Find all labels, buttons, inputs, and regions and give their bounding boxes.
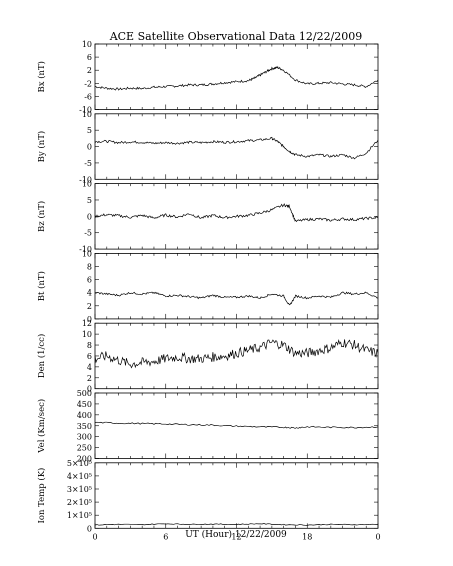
y-tick-label: -10 bbox=[79, 175, 92, 184]
panel-frame bbox=[94, 462, 379, 529]
y-tick-label: 0 bbox=[87, 524, 92, 533]
y-axis-label: Vel (Km/sec) bbox=[36, 399, 47, 454]
series-line bbox=[94, 291, 379, 306]
y-tick-label: 12 bbox=[82, 319, 92, 328]
y-tick-label: 1×10⁵ bbox=[67, 511, 92, 520]
x-axis-label: UT (Hour) 12/22/2009 bbox=[185, 529, 287, 540]
y-tick-label: -2 bbox=[84, 79, 92, 88]
x-tick-label: 12 bbox=[231, 532, 241, 541]
y-tick-label: -10 bbox=[79, 106, 92, 115]
y-tick-label: 0 bbox=[87, 143, 92, 152]
panel-frame bbox=[94, 43, 379, 110]
y-tick-label: 6 bbox=[87, 53, 92, 62]
y-tick-label: 0 bbox=[87, 315, 92, 324]
y-tick-label: 450 bbox=[77, 400, 92, 409]
y-tick-label: 4 bbox=[87, 289, 92, 298]
x-tick-label: 18 bbox=[302, 532, 312, 541]
y-tick-label: 10 bbox=[82, 330, 92, 339]
panel-frame bbox=[94, 113, 379, 180]
y-axis-label: Bt (nT) bbox=[36, 271, 47, 301]
y-axis-label: By (nT) bbox=[36, 131, 47, 163]
y-tick-label: 8 bbox=[87, 341, 92, 350]
y-tick-label: -6 bbox=[84, 92, 92, 101]
series-line bbox=[95, 65, 379, 91]
y-tick-label: 6 bbox=[87, 276, 92, 285]
panel-3: 10 5 0 -5 -10 Bz (nT) bbox=[36, 180, 379, 254]
y-tick-label: -5 bbox=[84, 229, 92, 238]
panel-2: 10 5 0 -5 -10 By (nT) bbox=[36, 110, 379, 184]
y-tick-label: 10 bbox=[82, 180, 92, 189]
y-tick-label: 2 bbox=[87, 302, 92, 311]
y-axis-label: Bx (nT) bbox=[36, 61, 47, 93]
y-tick-label: 3×10⁵ bbox=[67, 485, 92, 494]
series-line bbox=[94, 203, 379, 223]
y-tick-label: -10 bbox=[79, 245, 92, 254]
y-tick-label: 8 bbox=[87, 263, 92, 272]
chart-title: ACE Satellite Observational Data 12/22/2… bbox=[109, 30, 363, 43]
panel-7: 5×10⁵ 4×10⁵ 3×10⁵ 2×10⁵ 1×10⁵ 0 Ion Temp (K) bbox=[36, 459, 379, 533]
y-tick-label: 10 bbox=[82, 249, 92, 258]
series-line bbox=[94, 523, 378, 526]
y-tick-label: 2 bbox=[87, 374, 92, 383]
panel-5: 12 10 8 6 4 2 0 Den (1/cc) bbox=[36, 319, 379, 394]
y-tick-label: 250 bbox=[77, 444, 92, 453]
y-axis-label: Den (1/cc) bbox=[36, 334, 47, 378]
y-tick-label: 10 bbox=[82, 110, 92, 119]
y-tick-label: 5 bbox=[87, 126, 92, 135]
y-tick-label: 5×10⁵ bbox=[67, 459, 92, 468]
panels: 10 6 2 -2 -6 -10 Bx (nT) 10 5 0 -5 -10 By (nT) 10 5 0 -5… bbox=[36, 40, 381, 541]
panel-6: 500 450 400 350 300 250 200 Vel (Km/sec) bbox=[36, 389, 379, 464]
y-tick-label: 300 bbox=[77, 433, 92, 442]
y-tick-label: 200 bbox=[77, 455, 92, 464]
y-tick-label: 400 bbox=[77, 411, 92, 420]
panel-4: 10 8 6 4 2 0 Bt (nT) bbox=[36, 249, 379, 324]
panel-1: 10 6 2 -2 -6 -10 Bx (nT) bbox=[36, 40, 379, 115]
x-tick-label: 0 bbox=[92, 532, 97, 541]
y-tick-label: 0 bbox=[87, 212, 92, 221]
x-tick-label: 6 bbox=[163, 532, 168, 541]
y-tick-label: 6 bbox=[87, 352, 92, 361]
y-tick-label: 0 bbox=[87, 385, 92, 394]
y-tick-label: 4×10⁵ bbox=[67, 472, 92, 481]
y-tick-label: 350 bbox=[77, 422, 92, 431]
panel-frame bbox=[94, 252, 379, 320]
y-tick-label: 10 bbox=[82, 40, 92, 49]
y-axis-label: Ion Temp (K) bbox=[36, 468, 47, 524]
series-line bbox=[94, 339, 379, 369]
y-tick-label: 2 bbox=[87, 66, 92, 75]
y-tick-label: 4 bbox=[87, 363, 92, 372]
y-axis-label: Bz (nT) bbox=[36, 201, 47, 232]
series-line bbox=[94, 421, 379, 429]
y-tick-label: 5 bbox=[87, 196, 92, 205]
series-line bbox=[94, 136, 379, 160]
y-tick-label: 500 bbox=[77, 389, 92, 398]
x-tick-label: 0 bbox=[375, 532, 380, 541]
y-tick-label: -5 bbox=[84, 159, 92, 168]
y-tick-label: 2×10⁵ bbox=[67, 498, 92, 507]
